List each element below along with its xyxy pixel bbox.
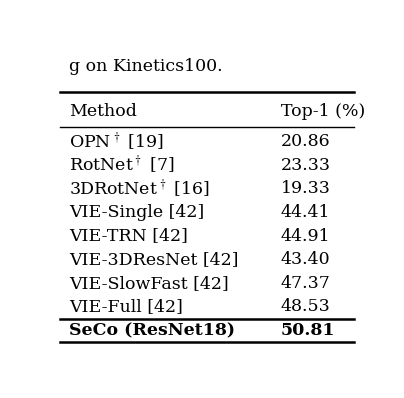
Text: OPN$^\dagger$ [19]: OPN$^\dagger$ [19] bbox=[69, 131, 164, 153]
Text: RotNet$^\dagger$ [7]: RotNet$^\dagger$ [7] bbox=[69, 154, 175, 176]
Text: VIE-3DResNet [42]: VIE-3DResNet [42] bbox=[69, 251, 239, 268]
Text: 44.91: 44.91 bbox=[281, 228, 330, 245]
Text: g on Kinetics100.: g on Kinetics100. bbox=[69, 59, 223, 76]
Text: 19.33: 19.33 bbox=[281, 180, 330, 197]
Text: 23.33: 23.33 bbox=[281, 157, 330, 174]
Text: VIE-Full [42]: VIE-Full [42] bbox=[69, 298, 183, 315]
Text: 47.37: 47.37 bbox=[281, 275, 330, 292]
Text: 48.53: 48.53 bbox=[281, 298, 330, 315]
Text: 43.40: 43.40 bbox=[281, 251, 330, 268]
Text: SeCo (ResNet18): SeCo (ResNet18) bbox=[69, 322, 235, 339]
Text: Method: Method bbox=[69, 103, 137, 120]
Text: 50.81: 50.81 bbox=[281, 322, 335, 339]
Text: 20.86: 20.86 bbox=[281, 133, 330, 150]
Text: VIE-Single [42]: VIE-Single [42] bbox=[69, 204, 204, 221]
Text: 44.41: 44.41 bbox=[281, 204, 330, 221]
Text: Top-1 (%): Top-1 (%) bbox=[281, 103, 365, 120]
Text: VIE-SlowFast [42]: VIE-SlowFast [42] bbox=[69, 275, 229, 292]
Text: 3DRotNet$^\dagger$ [16]: 3DRotNet$^\dagger$ [16] bbox=[69, 178, 210, 200]
Text: VIE-TRN [42]: VIE-TRN [42] bbox=[69, 228, 188, 245]
